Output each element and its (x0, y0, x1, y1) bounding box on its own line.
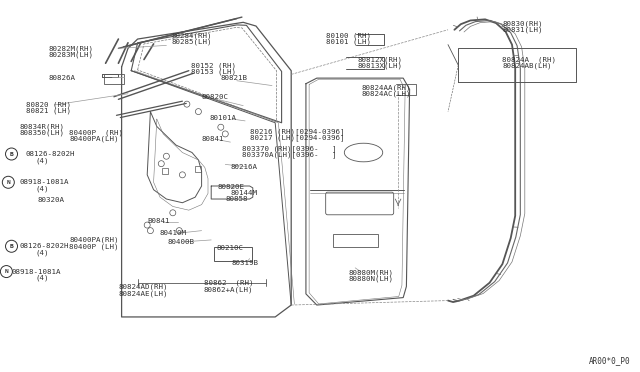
Text: 08126-8202H: 08126-8202H (26, 151, 75, 157)
Text: 80319B: 80319B (232, 260, 259, 266)
Text: 80216 (RH)[0294-0396]: 80216 (RH)[0294-0396] (250, 128, 344, 135)
Text: 80812X(RH): 80812X(RH) (357, 56, 402, 63)
Text: 80813X(LH): 80813X(LH) (357, 62, 402, 69)
Text: B0841: B0841 (147, 218, 170, 224)
Text: 80820 (RH): 80820 (RH) (26, 102, 70, 108)
Text: 80831(LH): 80831(LH) (502, 27, 543, 33)
Text: 80824A  (RH): 80824A (RH) (502, 56, 556, 63)
Text: 80152 (RH): 80152 (RH) (191, 62, 236, 69)
Text: 80284(RH): 80284(RH) (172, 32, 212, 39)
Text: N: N (6, 180, 10, 185)
Text: (4): (4) (35, 250, 49, 256)
Text: 80880N(LH): 80880N(LH) (349, 275, 394, 282)
Text: (4): (4) (35, 275, 49, 281)
Text: 80824AB(LH): 80824AB(LH) (502, 62, 552, 69)
Text: 80153 (LH): 80153 (LH) (191, 68, 236, 75)
Text: 80826A: 80826A (48, 75, 75, 81)
Text: 803370 (RH)[0396-   ]: 803370 (RH)[0396- ] (242, 145, 337, 152)
Text: 80400PA(RH): 80400PA(RH) (69, 237, 118, 243)
Text: 80101 (LH): 80101 (LH) (326, 38, 371, 45)
Text: 80821B: 80821B (221, 75, 248, 81)
Text: 08918-1081A: 08918-1081A (12, 269, 61, 275)
Text: 80841: 80841 (202, 136, 224, 142)
Text: B: B (10, 244, 13, 249)
Text: 80400P (LH): 80400P (LH) (69, 243, 118, 250)
Text: 80400B: 80400B (168, 239, 195, 245)
Text: 80824AE(LH): 80824AE(LH) (118, 290, 168, 297)
Text: 80824AC(LH): 80824AC(LH) (362, 91, 411, 97)
Text: 808350(LH): 808350(LH) (19, 129, 64, 136)
Text: 80858: 80858 (225, 196, 248, 202)
Text: 08126-8202H: 08126-8202H (19, 243, 68, 249)
Text: 80830(RH): 80830(RH) (502, 20, 543, 27)
Text: 80283M(LH): 80283M(LH) (48, 51, 93, 58)
Text: 80834R(RH): 80834R(RH) (19, 123, 64, 130)
Text: 08918-1081A: 08918-1081A (19, 179, 68, 185)
Text: 80144M: 80144M (230, 190, 257, 196)
Text: 80862  (RH): 80862 (RH) (204, 279, 253, 286)
Text: 80410M: 80410M (160, 230, 187, 235)
Bar (162, 168, 168, 174)
Text: 80217 (LH)[0294-0396]: 80217 (LH)[0294-0396] (250, 135, 344, 141)
Text: 80400PA(LH): 80400PA(LH) (69, 136, 118, 142)
Text: 80862+A(LH): 80862+A(LH) (204, 286, 253, 293)
Bar (214, 247, 252, 261)
Text: 80821 (LH): 80821 (LH) (26, 108, 70, 115)
Text: 80285(LH): 80285(LH) (172, 39, 212, 45)
Bar (104, 74, 124, 84)
Text: AR00*0_P0: AR00*0_P0 (588, 356, 630, 365)
Text: 80820C: 80820C (202, 94, 228, 100)
Bar (195, 166, 202, 172)
Text: 80282M(RH): 80282M(RH) (48, 45, 93, 52)
Text: 80820E: 80820E (218, 184, 244, 190)
Text: 80824AA(RH): 80824AA(RH) (362, 84, 411, 91)
Text: 80216A: 80216A (230, 164, 257, 170)
Text: 80320A: 80320A (37, 197, 64, 203)
Text: 80100 (RH): 80100 (RH) (326, 32, 371, 39)
Text: 80400P  (RH): 80400P (RH) (69, 129, 123, 136)
Text: N: N (4, 269, 8, 274)
Text: 80101A: 80101A (210, 115, 237, 121)
Text: 80210C: 80210C (216, 246, 243, 251)
Text: 80824AD(RH): 80824AD(RH) (118, 284, 168, 291)
Text: (4): (4) (35, 157, 49, 164)
Text: 803370A(LH)[0396-   ]: 803370A(LH)[0396- ] (242, 151, 337, 158)
Text: B: B (10, 151, 13, 157)
Text: 80880M(RH): 80880M(RH) (349, 269, 394, 276)
Bar (333, 234, 378, 247)
Text: (4): (4) (35, 185, 49, 192)
